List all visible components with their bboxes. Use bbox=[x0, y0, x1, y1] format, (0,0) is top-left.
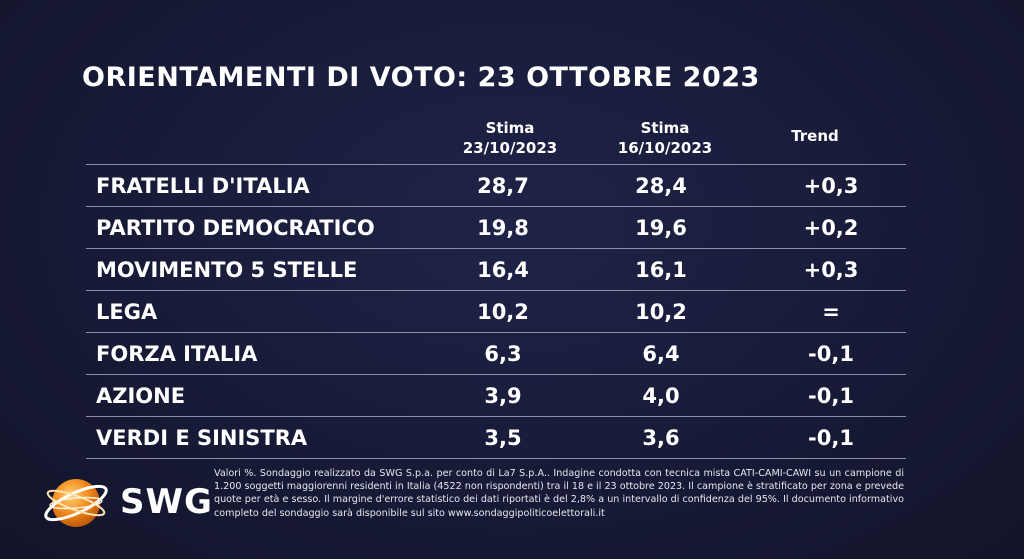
party-name: LEGA bbox=[96, 300, 158, 324]
swg-globe-icon bbox=[44, 479, 108, 527]
page-title: ORIENTAMENTI DI VOTO: 23 OTTOBRE 2023 bbox=[82, 62, 760, 93]
estimate-current: 19,8 bbox=[477, 216, 529, 240]
estimate-previous: 19,6 bbox=[635, 216, 687, 240]
column-header-estimate-current: Stima 23/10/2023 bbox=[440, 118, 580, 158]
column-header-trend: Trend bbox=[791, 127, 839, 145]
party-name: FRATELLI D'ITALIA bbox=[96, 174, 310, 198]
trend-value: +0,2 bbox=[803, 216, 859, 240]
column-header-estimate-previous: Stima 16/10/2023 bbox=[595, 118, 735, 158]
column-header-date: 23/10/2023 bbox=[462, 139, 558, 157]
trend-value: -0,1 bbox=[808, 426, 854, 450]
poll-table: FRATELLI D'ITALIA 28,7 28,4 +0,3 PARTITO… bbox=[86, 164, 906, 459]
table-row: VERDI E SINISTRA 3,5 3,6 -0,1 bbox=[86, 416, 906, 459]
estimate-previous: 3,6 bbox=[642, 426, 680, 450]
swg-logo-text: SWG bbox=[120, 482, 213, 522]
estimate-current: 16,4 bbox=[477, 258, 529, 282]
table-row: MOVIMENTO 5 STELLE 16,4 16,1 +0,3 bbox=[86, 248, 906, 290]
estimate-previous: 28,4 bbox=[635, 174, 687, 198]
column-header-label: Stima bbox=[640, 119, 690, 137]
table-row: LEGA 10,2 10,2 = bbox=[86, 290, 906, 332]
estimate-current: 6,3 bbox=[484, 342, 522, 366]
swg-logo: SWG bbox=[40, 472, 213, 534]
party-name: MOVIMENTO 5 STELLE bbox=[96, 258, 358, 282]
party-name: AZIONE bbox=[96, 384, 186, 408]
table-row: FRATELLI D'ITALIA 28,7 28,4 +0,3 bbox=[86, 164, 906, 206]
trend-value: +0,3 bbox=[803, 258, 859, 282]
trend-value: = bbox=[822, 300, 840, 324]
trend-value: -0,1 bbox=[808, 342, 854, 366]
estimate-previous: 16,1 bbox=[635, 258, 687, 282]
methodology-footnote: Valori %. Sondaggio realizzato da SWG S.… bbox=[214, 468, 904, 519]
estimate-current: 3,9 bbox=[484, 384, 522, 408]
table-row: FORZA ITALIA 6,3 6,4 -0,1 bbox=[86, 332, 906, 374]
party-name: VERDI E SINISTRA bbox=[96, 426, 308, 450]
estimate-previous: 6,4 bbox=[642, 342, 680, 366]
party-name: FORZA ITALIA bbox=[96, 342, 258, 366]
table-row: PARTITO DEMOCRATICO 19,8 19,6 +0,2 bbox=[86, 206, 906, 248]
party-name: PARTITO DEMOCRATICO bbox=[96, 216, 375, 240]
estimate-previous: 10,2 bbox=[635, 300, 687, 324]
trend-value: -0,1 bbox=[808, 384, 854, 408]
estimate-current: 10,2 bbox=[477, 300, 529, 324]
estimate-current: 28,7 bbox=[477, 174, 529, 198]
column-header-label: Stima bbox=[485, 119, 535, 137]
estimate-previous: 4,0 bbox=[642, 384, 680, 408]
table-row: AZIONE 3,9 4,0 -0,1 bbox=[86, 374, 906, 416]
trend-value: +0,3 bbox=[803, 174, 859, 198]
estimate-current: 3,5 bbox=[484, 426, 522, 450]
column-header-date: 16/10/2023 bbox=[617, 139, 713, 157]
